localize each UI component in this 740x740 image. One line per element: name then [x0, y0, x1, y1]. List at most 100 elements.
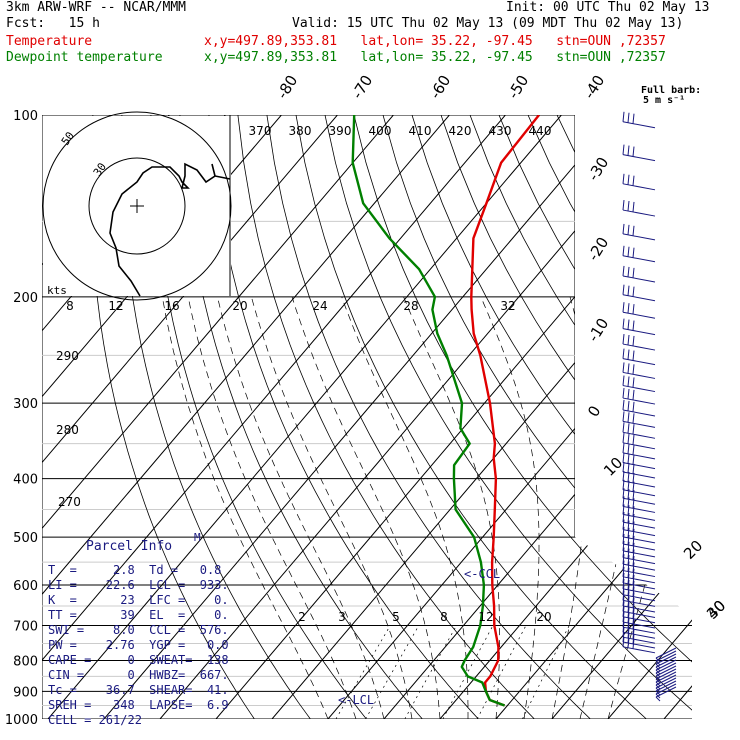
wind-barb-flag [627, 363, 630, 374]
hodograph-ring-label: 50 [59, 129, 77, 147]
mixing-ratio-label: 20 [536, 610, 551, 624]
dry-adiabat [672, 115, 692, 719]
wind-barb-staff [655, 665, 677, 677]
wind-barb-flag [632, 175, 635, 186]
parcel-marker: M [194, 531, 201, 544]
wind-barb-staff [622, 471, 656, 479]
wind-barb-flag [632, 320, 635, 331]
wind-barb-flag [627, 388, 630, 400]
dewpoint-trace [351, 115, 506, 707]
wind-barb-flag [627, 423, 630, 434]
dry-adiabat [585, 115, 692, 719]
wind-barb-flag [627, 561, 630, 572]
isotherm-label: -40 [580, 72, 608, 102]
wind-barb-flag [627, 513, 630, 524]
wind-barb-flag [627, 285, 630, 296]
wind-barb-staff [622, 275, 656, 283]
wind-barb-flag [627, 303, 630, 314]
wind-barb-flag [622, 461, 625, 473]
wind-barb-flag [632, 247, 635, 258]
isotherm-label: -60 [426, 72, 454, 102]
wind-barb-flag [627, 637, 630, 648]
hodograph-unit-label: kts [47, 284, 67, 297]
wind-barb-flag [627, 443, 630, 454]
model-title: 3km ARW-WRF -- NCAR/MMM [6, 0, 187, 15]
wind-barb-flag [622, 601, 625, 612]
init-time: Init: 00 UTC Thu 02 May 13 [506, 0, 710, 15]
isotherm-line [551, 115, 692, 719]
isotherm-label: 20 [680, 537, 706, 563]
wind-barb-flag [627, 246, 630, 257]
wind-barb-flag [632, 113, 635, 124]
isotherm-line [495, 115, 692, 719]
wind-barb-flag [627, 618, 630, 629]
dry-adiabat [179, 115, 423, 719]
wind-barb-flag [622, 519, 625, 530]
wind-barb-staff [622, 371, 656, 379]
moist-adiabat [579, 296, 654, 719]
dry-adiabat [121, 115, 311, 719]
wind-barb-flag [622, 442, 625, 453]
dry-adiabat [702, 115, 740, 719]
parcel-row: SWI = 8.0 CCL = 576. [48, 623, 229, 637]
pressure-tick-label: 800 [13, 654, 38, 669]
wind-barb-flag [622, 334, 625, 345]
dry-adiabat [382, 115, 692, 719]
wind-barb-staff [622, 397, 656, 405]
wind-barb-flag [622, 452, 625, 463]
barb-legend: 5 m s⁻¹ [643, 95, 685, 106]
wind-barb-flag [632, 335, 635, 347]
wind-barb-flag [632, 574, 635, 585]
wind-barb-flag [632, 535, 635, 546]
wind-barb-flag [622, 399, 625, 411]
wind-barb-flag [632, 267, 635, 278]
wind-barb-flag [622, 572, 625, 583]
wind-barb-flag [632, 434, 635, 445]
wind-barb-flag [632, 304, 635, 315]
isotherm-line [271, 115, 692, 719]
wind-barb-flag [627, 376, 630, 387]
mixing-ratio-line [365, 625, 420, 719]
wind-barb-flag [632, 580, 635, 591]
wind-barb-flag [627, 480, 630, 491]
isotherm-line [663, 115, 692, 719]
wind-barb-flag [632, 542, 635, 553]
theta-label: 390 [329, 124, 352, 138]
wind-barb-flag [622, 547, 625, 558]
wind-barb-flag [632, 556, 635, 567]
dry-adiabat [324, 115, 692, 719]
wind-barb-flag [622, 636, 625, 647]
wind-barb-flag [632, 463, 635, 474]
wind-barb-flag [627, 612, 630, 624]
isotherm-line [42, 115, 338, 719]
wind-barb-flag [622, 470, 625, 482]
wind-barb-flag [632, 481, 635, 492]
barb-legend: Full barb: [641, 85, 701, 96]
wind-barb-flag [632, 201, 635, 213]
parcel-row: T = 2.8 Td = 0.8 [48, 563, 222, 577]
wind-barb-staff [655, 653, 677, 665]
wind-barb-staff [622, 462, 656, 470]
theta-label: 380 [289, 124, 312, 138]
isotherm-label: -50 [504, 72, 532, 102]
wind-barb-flag [632, 506, 635, 517]
wind-barb-staff [622, 328, 656, 336]
wind-barb-flag [632, 613, 635, 624]
wind-barb-flag [632, 638, 635, 649]
hodograph-ring-label: 30 [91, 160, 109, 178]
dewpoint-location: x,y=497.89,353.81 lat,lon= 35.22, -97.45… [204, 50, 666, 65]
wind-barb-flag [622, 566, 625, 577]
wind-barb-flag [622, 375, 625, 386]
wind-barb-staff [655, 647, 677, 659]
mixing-ratio-line [442, 625, 494, 719]
wind-barb-staff [622, 385, 656, 393]
theta-label: 430 [489, 124, 512, 138]
theta-label: 410 [409, 124, 432, 138]
wind-barb-flag [632, 413, 635, 424]
temperature-legend: Temperature [6, 34, 93, 49]
mixing-ratio-label: 5 [392, 610, 400, 624]
isotherm-label: 0 [584, 402, 604, 420]
wind-barb-flag [627, 555, 630, 566]
dry-adiabat [643, 115, 692, 719]
forecast-hour: Fcst: 15 h [6, 16, 100, 31]
